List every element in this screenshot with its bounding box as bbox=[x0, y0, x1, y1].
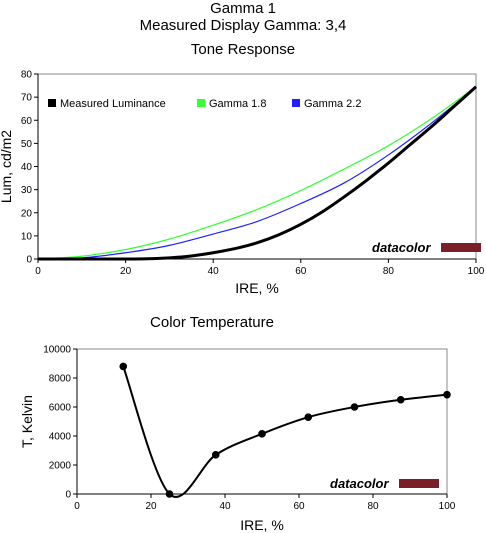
tone-chart-title: Tone Response bbox=[190, 41, 296, 58]
y-tick-label: 10000 bbox=[43, 345, 71, 356]
x-tick-label: 80 bbox=[367, 501, 379, 512]
data-point bbox=[396, 395, 405, 404]
y-tick-label: 80 bbox=[21, 70, 33, 81]
data-point bbox=[119, 362, 128, 371]
data-point bbox=[304, 413, 313, 421]
datacolor-logo-text: datacolor bbox=[330, 476, 389, 491]
data-point bbox=[165, 490, 174, 498]
series-line bbox=[37, 86, 477, 260]
y-tick-label: 0 bbox=[26, 255, 32, 266]
series-line bbox=[37, 86, 477, 260]
y-tick-label: 50 bbox=[21, 139, 33, 150]
legend-swatch bbox=[197, 99, 205, 107]
y-axis-title: Lum, cd/m2 bbox=[0, 130, 14, 203]
x-tick-label: 100 bbox=[468, 266, 485, 277]
data-point bbox=[350, 403, 359, 411]
y-tick-label: 40 bbox=[21, 162, 33, 173]
y-tick-label: 60 bbox=[21, 116, 33, 127]
x-tick-label: 100 bbox=[439, 501, 456, 512]
x-tick-label: 60 bbox=[295, 266, 307, 277]
y-tick-label: 10 bbox=[21, 231, 33, 242]
data-point bbox=[258, 430, 266, 438]
plot-area bbox=[37, 73, 477, 260]
legend-swatch bbox=[48, 99, 56, 107]
y-tick-label: 2000 bbox=[49, 461, 72, 472]
x-tick-label: 20 bbox=[145, 501, 157, 512]
series-line bbox=[38, 85, 478, 261]
x-axis-title: IRE, % bbox=[240, 517, 284, 533]
legend-label: Gamma 2.2 bbox=[304, 98, 361, 110]
x-tick-label: 0 bbox=[74, 501, 80, 512]
tone-response-chart: 0 20 40 60 80 100 0 10 20 30 40 50 60 70 80 IRE, % Lum, … bbox=[0, 70, 485, 297]
y-tick-label: 6000 bbox=[49, 403, 72, 414]
x-axis-title: IRE, % bbox=[235, 280, 279, 296]
data-point bbox=[211, 451, 220, 459]
y-axis-title: T, Kelvin bbox=[19, 395, 35, 448]
legend-swatch bbox=[292, 99, 300, 107]
datacolor-logo-bar bbox=[441, 243, 481, 252]
color-temperature-chart: 0 20 40 60 80 100 0 2000 4000 6000 8000 10000 IRE, %… bbox=[19, 345, 456, 533]
x-tick-label: 20 bbox=[120, 266, 132, 277]
legend-label: Measured Luminance bbox=[60, 98, 166, 110]
x-tick-label: 80 bbox=[383, 266, 395, 277]
x-tick-label: 40 bbox=[208, 266, 220, 277]
plot-area bbox=[76, 348, 448, 495]
datacolor-logo-text: datacolor bbox=[372, 240, 431, 255]
data-point bbox=[443, 390, 451, 399]
y-tick-label: 4000 bbox=[49, 432, 72, 443]
x-tick-label: 40 bbox=[219, 501, 231, 512]
datacolor-logo-bar bbox=[399, 479, 439, 488]
legend-label: Gamma 1.8 bbox=[209, 98, 266, 110]
report-subtitle: Measured Display Gamma: 3,4 bbox=[139, 17, 347, 34]
y-tick-label: 70 bbox=[21, 93, 33, 104]
temp-chart-title: Color Temperature bbox=[150, 314, 274, 331]
y-tick-label: 0 bbox=[65, 490, 71, 501]
x-tick-label: 60 bbox=[293, 501, 305, 512]
report-title: Gamma 1 bbox=[210, 0, 276, 17]
x-tick-label: 0 bbox=[35, 266, 41, 277]
y-tick-label: 30 bbox=[21, 185, 33, 196]
y-tick-label: 20 bbox=[21, 208, 33, 219]
y-tick-label: 8000 bbox=[49, 374, 72, 385]
